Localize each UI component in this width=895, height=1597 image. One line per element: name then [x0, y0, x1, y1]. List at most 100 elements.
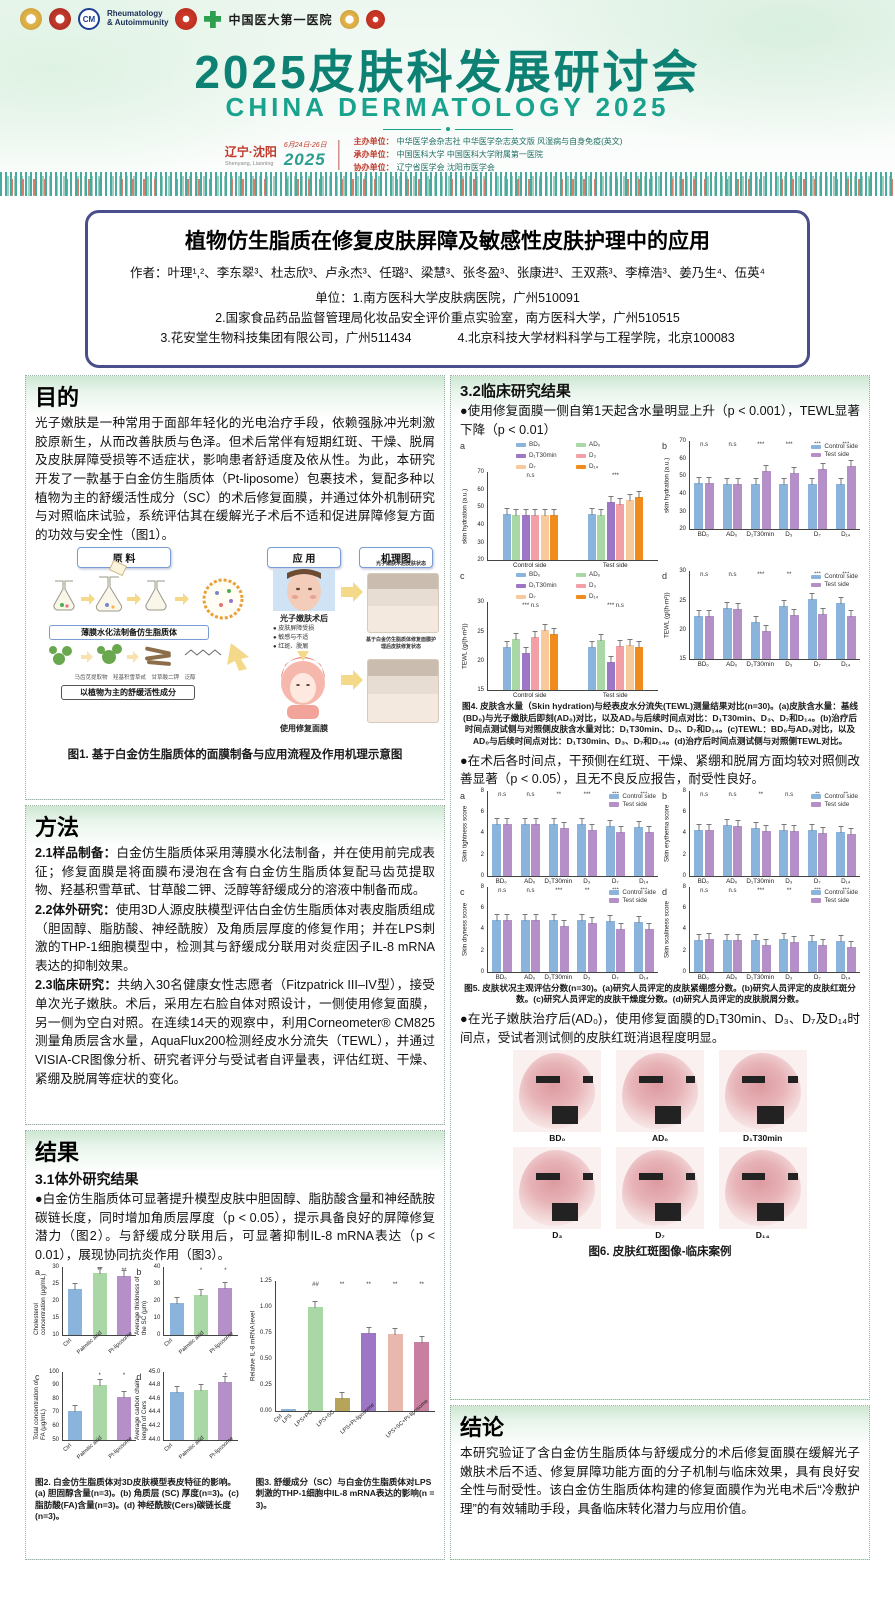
bar: [625, 639, 634, 691]
y-tick: 8: [480, 787, 484, 794]
bar: [587, 823, 597, 876]
bar: [846, 940, 856, 972]
significance-label: n.s: [728, 887, 737, 894]
error-bar: [513, 508, 519, 516]
error-bar: [532, 509, 538, 517]
fig1-plant-names: 马齿苋提取物 羟基积雪草甙 甘草酸二钾 泛醇: [74, 675, 196, 682]
legend-swatch: [576, 453, 586, 458]
error-bar: [504, 640, 510, 648]
bar: [550, 627, 559, 691]
legend-label: BD₀: [529, 571, 541, 579]
error-bar: [72, 1283, 78, 1291]
x-axis-labels: Ctrl Palmitic acid Pt-liposome: [62, 1435, 136, 1473]
chart-fig2d: d Average carbon chain length of Cers 44.0…: [134, 1369, 238, 1473]
error-bar: [494, 913, 500, 921]
bar: [218, 1375, 233, 1440]
y-axis-label: skin hydration (a.u.): [663, 457, 671, 513]
figure1-caption: 图1. 基于白金仿生脂质体的面膜制备与应用流程及作用机理示意图: [67, 749, 403, 762]
conference-subtitle: CHINA DERMATOLOGY 2025: [225, 92, 670, 122]
legend-label: D₇: [529, 593, 536, 601]
legend-swatch: [516, 442, 526, 447]
error-bar: [696, 476, 702, 484]
legend-label: Control side: [824, 792, 858, 800]
error-bar: [174, 1297, 180, 1305]
y-axis-label: Skin dryness score: [461, 902, 469, 956]
error-bar: [809, 592, 815, 600]
x-tick-label: BD₀: [697, 661, 709, 669]
society-badge-icon: [20, 8, 42, 30]
error-bar: [617, 639, 623, 647]
y-tick: 60: [679, 455, 686, 462]
legend-swatch: [516, 453, 526, 458]
x-tick-label: D₃: [785, 877, 793, 885]
purpose-text: 光子嫩肤是一种常用于面部年轻化的光电治疗手段，依赖强脉冲光刺激胶原新生，从而改善…: [35, 416, 435, 542]
error-bar: [646, 826, 652, 834]
y-tick: 4: [480, 830, 484, 837]
y-tick: 2: [682, 851, 686, 858]
bar-group: **: [117, 1267, 132, 1335]
bar-group: ***: [587, 472, 644, 561]
clinical-title: 3.2临床研究结果: [460, 383, 571, 400]
y-tick: 30: [679, 508, 686, 515]
legend-label: Control side: [824, 573, 858, 581]
y-axis: 0 2 4 6 8: [672, 788, 689, 879]
y-tick: 6: [480, 905, 484, 912]
bar: [807, 824, 817, 876]
legend-swatch: [576, 583, 586, 588]
affiliation-2: 2.国家食品药品监督管理局化妆品安全评价重点实验室，南方医科大学，广州51051…: [215, 311, 680, 325]
error-bar: [222, 1281, 228, 1289]
bar-group: **: [334, 1281, 350, 1411]
plot-area: n.s ***: [487, 472, 658, 562]
bar: [559, 920, 569, 972]
x-tick-label: Control side: [512, 562, 547, 570]
significance-label: **: [786, 887, 792, 894]
error-bar: [121, 1391, 127, 1399]
bar: [761, 938, 771, 972]
x-tick-label: D₇: [813, 973, 821, 981]
venue-year: 2025: [283, 149, 326, 169]
y-tick: 2: [480, 851, 484, 858]
y-tick: 44.4: [148, 1409, 161, 1416]
y-tick: 6: [682, 809, 686, 816]
organizer-list: 主办单位： 中华医学会杂志社 中华医学杂志英文版 风湿病与自身免疫(英文) 承办…: [354, 136, 623, 173]
significance-label: n.s: [700, 791, 709, 798]
title-block: 植物仿生脂质在修复皮肤屏障及敏感性皮肤护理中的应用 作者：叶理¹,²、李东翠³、…: [85, 210, 810, 368]
poster-header: CM Rheumatology & Autoimmunity 中国医大第一医院 …: [0, 0, 895, 196]
y-tick: 100: [48, 1368, 59, 1375]
bar: [117, 1391, 132, 1440]
plot-wrap: Cholesterol concentration (μg/mL) 10 15 20 2…: [33, 1264, 137, 1368]
x-axis-labels: BD₀ AD₀ D₁T30min D₃ D₇ D₁₄: [487, 974, 658, 981]
organizer-host: 主办单位： 中华医学会杂志社 中华医学杂志英文版 风湿病与自身免疫(英文): [353, 137, 623, 146]
bar: [751, 477, 761, 530]
bar: [587, 917, 597, 972]
content-columns: 目的 光子嫩肤是一种常用于面部年轻化的光电治疗手段，依赖强脉冲光刺激胶原新生，从…: [25, 375, 870, 1560]
erythema-photo: [718, 1050, 807, 1133]
bar: [492, 913, 502, 972]
legend-swatch: [516, 594, 526, 599]
legend-swatch: [516, 572, 526, 577]
x-tick-label: AD₀: [726, 661, 738, 669]
error-bar: [735, 819, 741, 827]
error-bar: [763, 624, 769, 632]
bar: [846, 459, 856, 530]
bar: [644, 922, 654, 972]
bar: [68, 1283, 83, 1335]
significance-label: *: [199, 1267, 203, 1274]
x-axis-labels: Ctrl LPS LPS+PC LPS+SC LPS+Pt-liposome LPS+SC…: [273, 1398, 435, 1444]
error-bar: [820, 607, 826, 615]
bar: [722, 934, 732, 972]
y-axis-label: TEWL (g/(h·m²)): [461, 623, 469, 670]
legend-item: BD₀: [516, 571, 572, 578]
error-bar: [366, 1326, 372, 1334]
legend-item: D₃: [576, 582, 632, 589]
legend-label: Control side: [824, 888, 858, 896]
y-axis: 10 15 20 25 30: [45, 1264, 62, 1338]
legend-swatch: [609, 898, 620, 903]
legend-label: D₃: [589, 582, 597, 590]
legend-item: AD₀: [576, 571, 632, 578]
results-subtitle: 3.1体外研究结果: [35, 1171, 139, 1187]
